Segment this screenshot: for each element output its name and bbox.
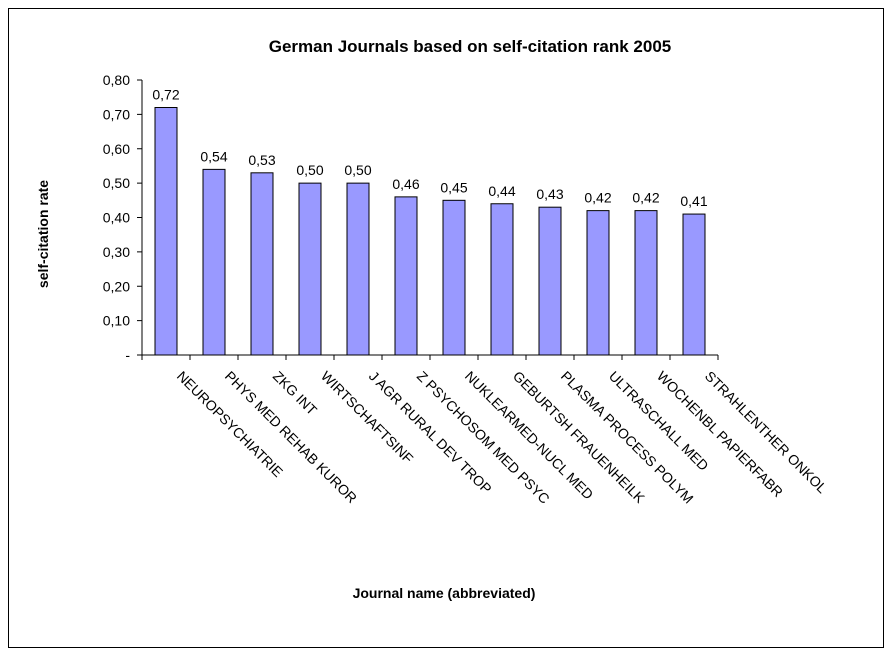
bar <box>298 182 322 356</box>
y-tick-label: 0,10 <box>103 313 130 329</box>
chart-title: German Journals based on self-citation r… <box>269 37 671 56</box>
data-label: 0,45 <box>440 179 467 195</box>
y-axis-title: self-citation rate <box>35 180 51 288</box>
bar <box>394 196 418 356</box>
data-label: 0,42 <box>632 190 659 206</box>
data-label: 0,53 <box>248 152 275 168</box>
bar <box>346 182 370 356</box>
y-tick-label: - <box>125 347 130 363</box>
x-axis-title: Journal name (abbreviated) <box>353 585 536 601</box>
bar <box>202 168 226 356</box>
category-label: WIRTSCHAFTSINF <box>318 368 417 467</box>
bar <box>538 206 562 356</box>
data-label: 0,46 <box>392 176 419 192</box>
data-label: 0,54 <box>200 148 227 164</box>
y-tick-label: 0,80 <box>103 72 130 88</box>
bar <box>682 213 706 356</box>
data-label: 0,43 <box>536 186 563 202</box>
data-labels: 0,72 0,54 0,53 0,50 0,50 0,46 0,45 0,44 0,43 0,42… <box>152 87 707 210</box>
bar <box>490 203 514 356</box>
y-tick-label: 0,20 <box>103 278 130 294</box>
y-tick-label: 0,50 <box>103 175 130 191</box>
data-label: 0,72 <box>152 87 179 103</box>
bar <box>586 210 610 356</box>
bar <box>250 172 274 356</box>
bars <box>154 107 706 356</box>
data-label: 0,50 <box>296 162 323 178</box>
bar <box>442 199 466 356</box>
y-tick-label: 0,70 <box>103 106 130 122</box>
y-axis: - 0,10 0,20 0,30 0,40 0,50 0,60 0,70 0,80 <box>103 72 143 363</box>
bar <box>634 210 658 356</box>
x-axis <box>141 354 719 360</box>
data-label: 0,42 <box>584 190 611 206</box>
y-tick-label: 0,40 <box>103 210 130 226</box>
bar-chart: German Journals based on self-citation r… <box>35 37 831 601</box>
data-label: 0,44 <box>488 183 515 199</box>
data-label: 0,50 <box>344 162 371 178</box>
y-tick-label: 0,30 <box>103 244 130 260</box>
bar <box>154 107 178 356</box>
data-label: 0,41 <box>680 193 707 209</box>
y-tick-label: 0,60 <box>103 141 130 157</box>
